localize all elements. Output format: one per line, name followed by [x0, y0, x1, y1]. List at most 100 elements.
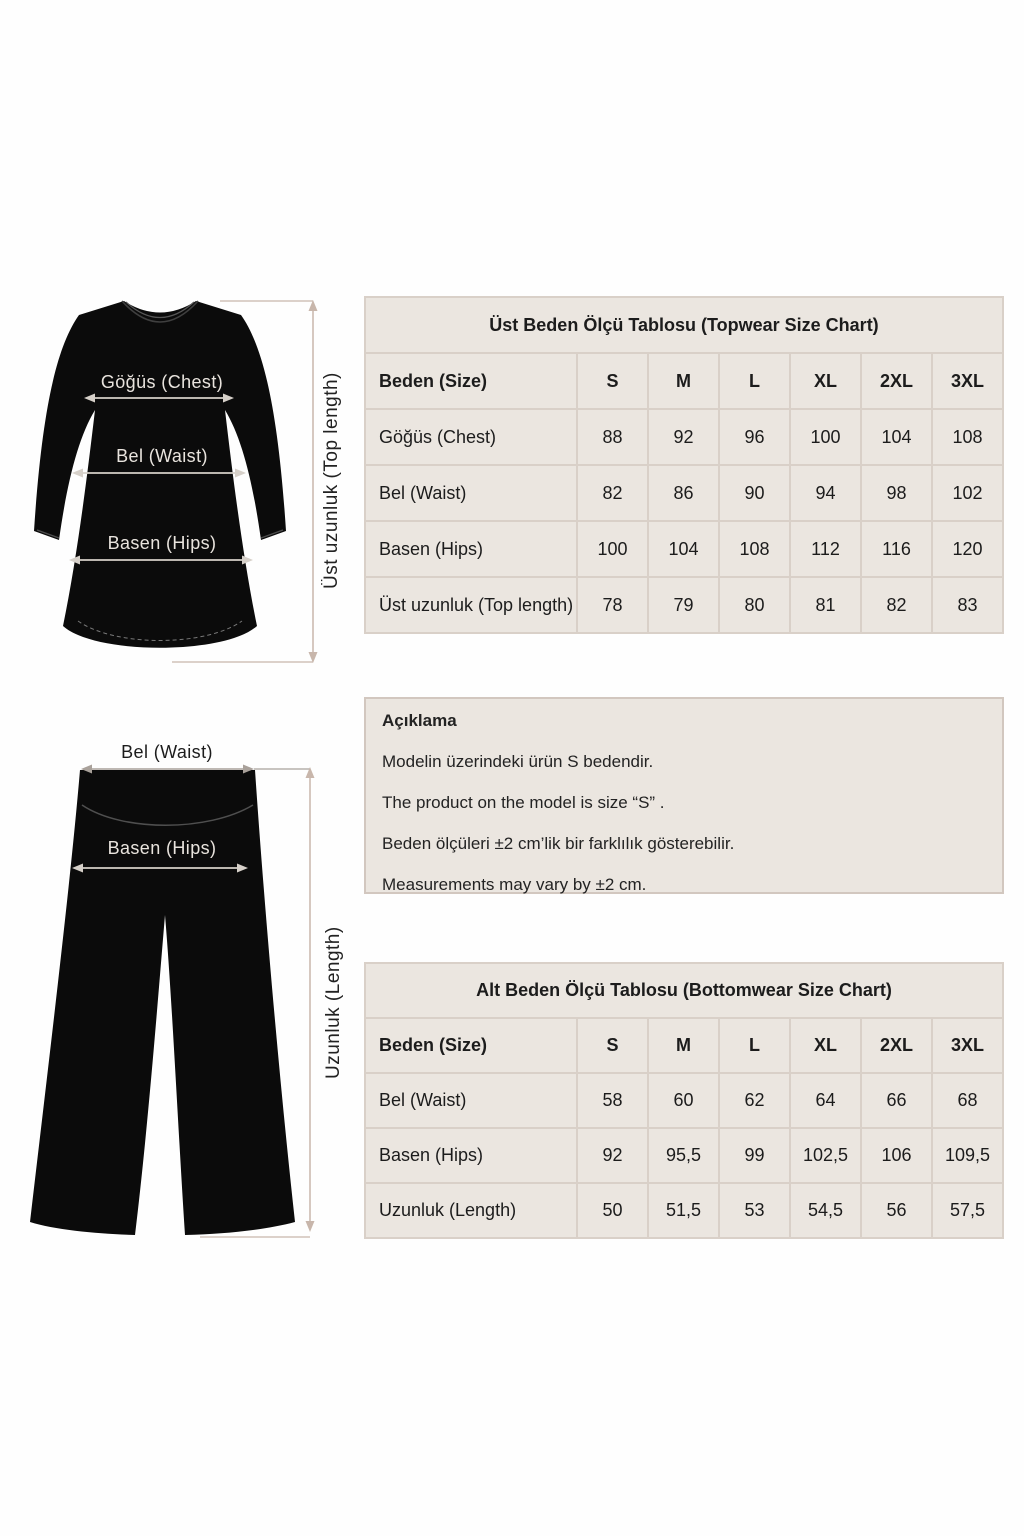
cell-value: 56 [860, 1182, 933, 1239]
cell-value: 81 [789, 576, 862, 634]
row-label: Bel (Waist) [364, 464, 578, 522]
size-col-xl: XL [789, 352, 862, 410]
table-row: Üst uzunluk (Top length) 78 79 80 81 82 … [364, 576, 1004, 634]
cell-value: 66 [860, 1072, 933, 1129]
topwear-chest-label: Göğüs (Chest) [100, 372, 224, 392]
table-row: Bel (Waist) 82 86 90 94 98 102 [364, 464, 1004, 522]
cell-value: 94 [789, 464, 862, 522]
row-label: Bel (Waist) [364, 1072, 578, 1129]
cell-value: 108 [931, 408, 1004, 466]
hem-stitch-line [77, 620, 243, 641]
table-row: Bel (Waist) 58 60 62 64 66 68 [364, 1072, 1004, 1129]
topwear-illustration: Göğüs (Chest) Bel (Waist) Basen (Hips) [20, 288, 370, 688]
topwear-title-row: Üst Beden Ölçü Tablosu (Topwear Size Cha… [364, 296, 1004, 354]
table-row: Basen (Hips) 92 95,5 99 102,5 106 109,5 [364, 1127, 1004, 1184]
pants-drawing [30, 764, 315, 1238]
pants-waist-arrow [81, 764, 310, 774]
row-label: Üst uzunluk (Top length) [364, 576, 578, 634]
cell-value: 92 [576, 1127, 649, 1184]
row-label: Göğüs (Chest) [364, 408, 578, 466]
chest-arrow [84, 393, 234, 403]
size-col-3xl: 3XL [931, 352, 1004, 410]
topwear-header-row: Beden (Size) S M L XL 2XL 3XL [364, 352, 1004, 410]
cell-value: 51,5 [647, 1182, 720, 1239]
length-line [200, 767, 315, 1238]
notes-title: Açıklama [382, 711, 457, 730]
cell-value: 64 [789, 1072, 862, 1129]
size-header-label: Beden (Size) [364, 352, 578, 410]
pants-silhouette [30, 770, 295, 1235]
note-line: The product on the model is size “S” . [382, 793, 665, 812]
bottomwear-header-row: Beden (Size) S M L XL 2XL 3XL [364, 1017, 1004, 1074]
cell-value: 104 [860, 408, 933, 466]
size-col-3xl: 3XL [931, 1017, 1004, 1074]
cell-value: 112 [789, 520, 862, 578]
row-label: Basen (Hips) [364, 1127, 578, 1184]
tunic-drawing [34, 300, 318, 663]
cell-value: 102 [931, 464, 1004, 522]
topwear-waist-label: Bel (Waist) [116, 446, 208, 466]
cell-value: 109,5 [931, 1127, 1004, 1184]
cell-value: 82 [860, 576, 933, 634]
size-col-m: M [647, 352, 720, 410]
cell-value: 104 [647, 520, 720, 578]
cell-value: 100 [789, 408, 862, 466]
notes-box: Açıklama Modelin üzerindeki ürün S beden… [364, 697, 1004, 894]
cell-value: 60 [647, 1072, 720, 1129]
yoke-seam-line [81, 804, 254, 826]
cell-value: 120 [931, 520, 1004, 578]
bottomwear-illustration: Bel (Waist) Basen (Hips) [20, 740, 370, 1260]
cell-value: 78 [576, 576, 649, 634]
cell-value: 116 [860, 520, 933, 578]
cell-value: 95,5 [647, 1127, 720, 1184]
left-cuff-line [36, 529, 60, 539]
cell-value: 92 [647, 408, 720, 466]
collar-line-outer [121, 300, 199, 323]
bottomwear-table-title: Alt Beden Ölçü Tablosu (Bottomwear Size … [364, 962, 1004, 1019]
size-col-s: S [576, 1017, 649, 1074]
top-length-line [172, 300, 318, 663]
size-col-l: L [718, 1017, 791, 1074]
cell-value: 68 [931, 1072, 1004, 1129]
bottomwear-length-label: Uzunluk (Length) [323, 926, 344, 1080]
hips-arrow [69, 555, 253, 565]
bottomwear-title-row: Alt Beden Ölçü Tablosu (Bottomwear Size … [364, 962, 1004, 1019]
cell-value: 102,5 [789, 1127, 862, 1184]
size-col-l: L [718, 352, 791, 410]
row-label: Basen (Hips) [364, 520, 578, 578]
cell-value: 82 [576, 464, 649, 522]
size-col-2xl: 2XL [860, 352, 933, 410]
size-col-xl: XL [789, 1017, 862, 1074]
size-col-m: M [647, 1017, 720, 1074]
waist-arrow [72, 468, 246, 478]
cell-value: 54,5 [789, 1182, 862, 1239]
bottomwear-size-table: Alt Beden Ölçü Tablosu (Bottomwear Size … [364, 962, 1004, 1239]
cell-value: 58 [576, 1072, 649, 1129]
row-label: Uzunluk (Length) [364, 1182, 578, 1239]
cell-value: 88 [576, 408, 649, 466]
note-line: Modelin üzerindeki ürün S bedendir. [382, 752, 654, 771]
table-row: Göğüs (Chest) 88 92 96 100 104 108 [364, 408, 1004, 466]
cell-value: 62 [718, 1072, 791, 1129]
cell-value: 57,5 [931, 1182, 1004, 1239]
tunic-silhouette [34, 301, 286, 648]
note-line: Beden ölçüleri ±2 cm’lik bir farklılık g… [382, 834, 735, 853]
note-line: Measurements may vary by ±2 cm. [382, 875, 647, 894]
right-cuff-line [260, 529, 284, 539]
cell-value: 100 [576, 520, 649, 578]
pants-hips-arrow [72, 863, 248, 873]
cell-value: 106 [860, 1127, 933, 1184]
topwear-table-title: Üst Beden Ölçü Tablosu (Topwear Size Cha… [364, 296, 1004, 354]
topwear-size-table: Üst Beden Ölçü Tablosu (Topwear Size Cha… [364, 296, 1004, 634]
cell-value: 80 [718, 576, 791, 634]
cell-value: 96 [718, 408, 791, 466]
table-row: Basen (Hips) 100 104 108 112 116 120 [364, 520, 1004, 578]
cell-value: 79 [647, 576, 720, 634]
table-row: Uzunluk (Length) 50 51,5 53 54,5 56 57,5 [364, 1182, 1004, 1239]
bottomwear-hips-label: Basen (Hips) [107, 838, 217, 858]
cell-value: 83 [931, 576, 1004, 634]
cell-value: 108 [718, 520, 791, 578]
cell-value: 86 [647, 464, 720, 522]
topwear-length-label: Üst uzunluk (Top length) [321, 372, 342, 590]
size-col-s: S [576, 352, 649, 410]
